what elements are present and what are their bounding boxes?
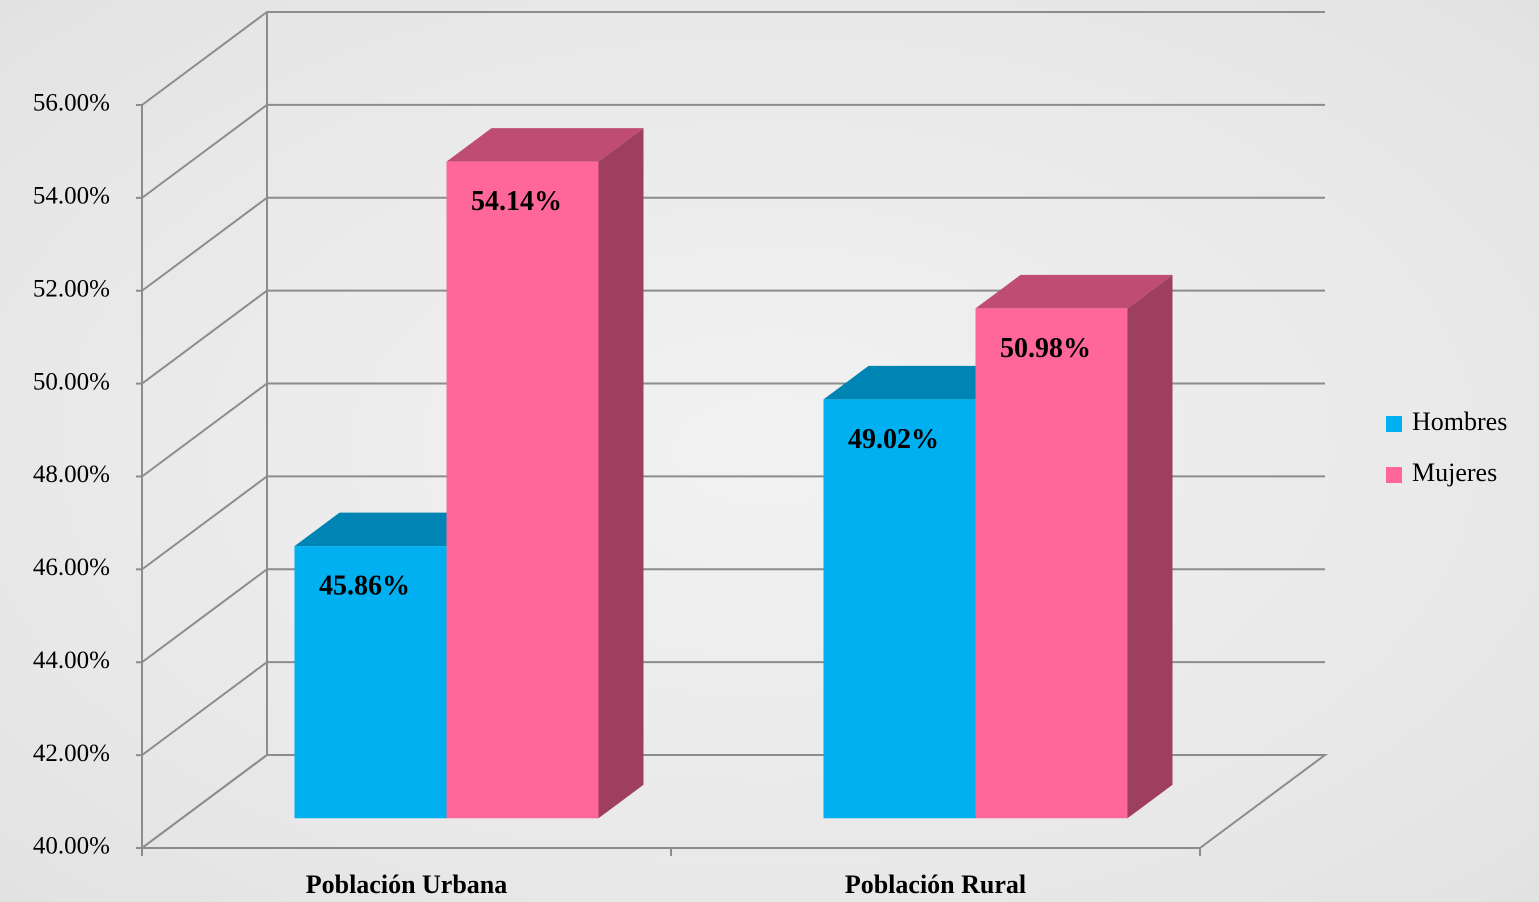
bar-front <box>823 399 976 819</box>
value-label: 49.02% <box>848 424 939 455</box>
bar-top <box>823 365 1021 400</box>
grid-line <box>141 103 1325 199</box>
y-tick-label: 54.00% <box>33 183 110 210</box>
bar-front <box>294 546 447 819</box>
value-label: 45.86% <box>319 571 410 602</box>
value-label: 50.98% <box>1000 333 1091 364</box>
legend-swatch <box>1386 416 1402 432</box>
bar-front <box>975 308 1128 819</box>
value-label: 54.14% <box>471 186 562 217</box>
x-tick-label: Población Rural <box>845 870 1026 899</box>
legend-label: Mujeres <box>1412 458 1497 487</box>
bar-side <box>598 128 644 819</box>
y-tick-label: 48.00% <box>33 461 110 488</box>
grid-line <box>141 11 1325 106</box>
bar-top <box>294 512 492 547</box>
bar-top <box>446 128 644 162</box>
y-tick-label: 50.00% <box>33 368 110 395</box>
y-tick-label: 42.00% <box>33 740 110 767</box>
y-tick-label: 44.00% <box>33 647 110 674</box>
y-tick-label: 52.00% <box>33 275 110 302</box>
legend-label: Hombres <box>1412 407 1507 436</box>
bar <box>975 274 1173 819</box>
bar-top <box>975 274 1173 309</box>
y-tick-label: 46.00% <box>33 554 110 581</box>
bar-front <box>446 161 599 819</box>
bar <box>446 128 644 819</box>
x-tick-label: Población Urbana <box>306 870 508 899</box>
y-tick-label: 56.00% <box>33 90 110 117</box>
legend-swatch <box>1386 467 1402 483</box>
bar-side <box>1127 274 1173 819</box>
y-tick-label: 40.00% <box>33 833 110 860</box>
